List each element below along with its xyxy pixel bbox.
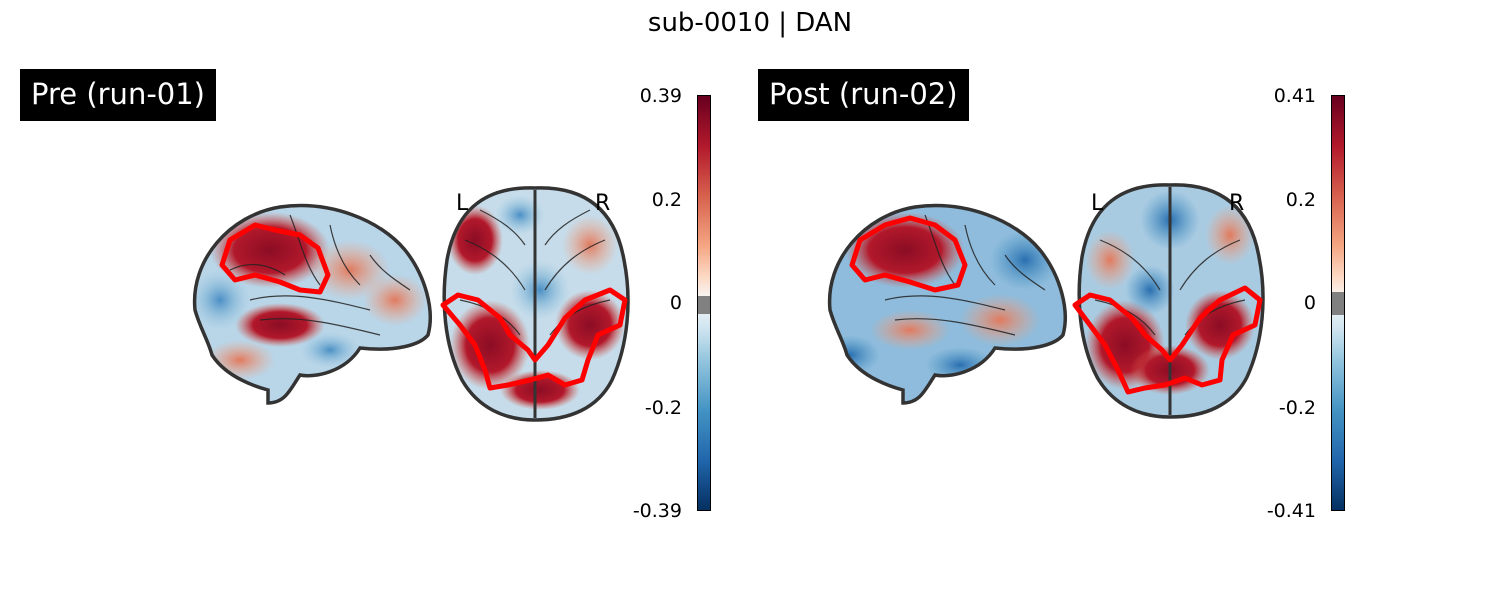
sagittal-view <box>194 205 431 403</box>
dan-outline-axial <box>440 287 628 391</box>
panel-label: Post (run-02) <box>758 69 969 121</box>
dan-outline-sagittal <box>849 215 968 293</box>
dan-outline-sagittal <box>219 222 331 295</box>
axial-outline <box>442 186 630 422</box>
colorbar-tick: -0.2 <box>1278 397 1316 419</box>
sagittal-sulci <box>229 214 411 336</box>
colorbar-tick-zero: 0 <box>669 292 682 314</box>
hemisphere-left-label: L <box>456 191 469 216</box>
glass-brain-views: L R <box>192 186 630 422</box>
colorbar-threshold <box>1332 292 1344 315</box>
panel-label: Pre (run-01) <box>20 69 216 121</box>
colorbar <box>697 95 711 511</box>
colorbar <box>1331 95 1345 511</box>
colorbar-tick: 0.2 <box>651 189 682 211</box>
axial-sulci <box>459 209 611 336</box>
glass-brain-views: L R <box>827 183 1265 419</box>
sagittal-outline <box>192 203 432 405</box>
axial-sulci <box>1094 239 1246 336</box>
colorbar-tick-min: -0.39 <box>632 500 682 522</box>
hemisphere-right-label: R <box>595 191 610 216</box>
figure-title: sub-0010 | DAN <box>647 8 853 38</box>
colorbar-threshold <box>698 295 710 315</box>
hemisphere-left-label: L <box>1091 191 1104 216</box>
colorbar-tick-max: 0.39 <box>639 85 682 107</box>
dan-outline-axial <box>1072 285 1263 395</box>
panel-pre: Pre (run-01) <box>20 69 711 522</box>
sagittal-outline <box>827 203 1067 405</box>
panel-post: Post (run-02) <box>750 0 1500 600</box>
colorbar-tick-zero: 0 <box>1303 292 1316 314</box>
axial-outline <box>1077 183 1265 419</box>
colorbar-tick: 0.2 <box>1285 189 1316 211</box>
hemisphere-right-label: R <box>1229 191 1244 216</box>
colorbar-tick-min: -0.41 <box>1266 500 1316 522</box>
colorbar-tick-max: 0.41 <box>1273 85 1316 107</box>
colorbar-tick: -0.2 <box>644 397 682 419</box>
sagittal-sulci <box>884 214 1046 336</box>
